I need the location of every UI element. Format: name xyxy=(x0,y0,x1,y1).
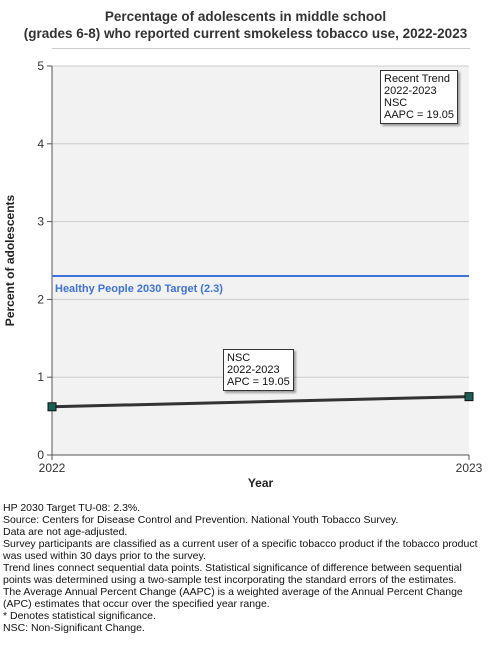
chart-title-line-1: Percentage of adolescents in middle scho… xyxy=(104,9,387,24)
footnote: The Average Annual Percent Change (AAPC)… xyxy=(3,586,463,610)
x-tick-label: 2022 xyxy=(39,461,66,475)
y-tick-label: 1 xyxy=(37,370,44,384)
footnote: * Denotes statistical significance. xyxy=(3,610,156,622)
trend-box-line: 2022-2023 xyxy=(384,85,437,97)
y-tick-label: 4 xyxy=(37,137,44,151)
footnote: Data are not age-adjusted. xyxy=(3,526,128,538)
chart-title-line-2: (grades 6-8) who reported current smokel… xyxy=(23,26,468,41)
title-divider xyxy=(52,48,470,49)
segment-box-line: NSC xyxy=(227,352,251,364)
y-tick-label: 5 xyxy=(37,59,44,73)
trend-box-line: Recent Trend xyxy=(384,73,451,85)
y-tick-label: 2 xyxy=(37,292,44,306)
data-point xyxy=(47,402,57,412)
y-axis-title: Percent of adolescents xyxy=(3,194,17,326)
x-axis-title: Year xyxy=(248,476,274,490)
recent-trend-box: Recent Trend 2022-2023 NSC AAPC = 19.05 xyxy=(380,70,459,124)
trend-box-line: AAPC = 19.05 xyxy=(384,109,455,121)
footnote: HP 2030 Target TU-08: 2.3%. xyxy=(3,502,141,514)
segment-box-line: 2022-2023 xyxy=(227,364,280,376)
footnote: Source: Centers for Disease Control and … xyxy=(3,514,399,526)
x-tick-label: 2023 xyxy=(456,461,483,475)
trend-box-line: NSC xyxy=(384,97,408,109)
y-tick-label: 0 xyxy=(37,448,44,462)
segment-trend-box: NSC 2022-2023 APC = 19.05 xyxy=(223,349,294,391)
segment-box-line: APC = 19.05 xyxy=(227,376,290,388)
plot-area xyxy=(52,66,469,455)
footnotes: HP 2030 Target TU-08: 2.3%. Source: Cent… xyxy=(3,502,489,634)
chart-title: Percentage of adolescents in middle scho… xyxy=(0,8,491,42)
data-point xyxy=(464,392,474,402)
footnote: Survey participants are classified as a … xyxy=(3,538,478,562)
target-label: Healthy People 2030 Target (2.3) xyxy=(55,283,223,295)
footnote: Trend lines connect sequential data poin… xyxy=(3,562,462,586)
series-line xyxy=(51,395,470,409)
y-tick-label: 3 xyxy=(37,215,44,229)
footnote: NSC: Non-Significant Change. xyxy=(3,622,145,634)
